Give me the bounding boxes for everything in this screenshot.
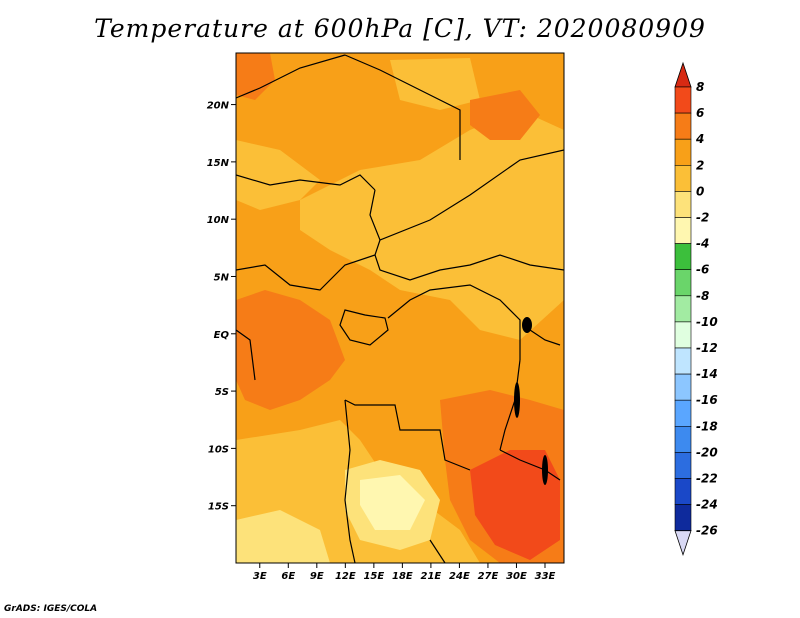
field-southwest-neg2to0 — [236, 510, 330, 563]
field-west-0to2 — [236, 140, 320, 210]
lat-tick-label: 5N — [214, 272, 230, 283]
colorbar-swatch — [674, 425, 692, 453]
colorbar-swatch — [674, 112, 692, 140]
colorbar-swatch — [674, 452, 692, 479]
lat-tick-label: 20N — [207, 101, 230, 112]
colorbar-swatch — [674, 269, 692, 297]
lon-tick-label: 24E — [449, 571, 470, 582]
colorbar-swatch — [674, 86, 692, 114]
border-rift-west — [499, 359, 521, 451]
lon-tick-label: 27E — [478, 571, 499, 582]
lon-tick-label: 12E — [335, 571, 356, 582]
lon-tick-label: 15E — [363, 571, 384, 582]
longitude-axis: 3E 6E 9E 12E 15E 18E 21E 24E 27E 30E 33E — [253, 563, 556, 582]
colorbar-swatch — [674, 373, 692, 401]
lake-victoria — [522, 317, 532, 333]
colorbar-label: -2 — [696, 211, 709, 225]
colorbar-swatch — [674, 295, 692, 323]
grads-credit: GrADS: IGES/COLA — [4, 604, 98, 614]
border-niger-nigeria — [236, 174, 376, 191]
lon-tick-label: 30E — [506, 571, 527, 582]
border-zambia-south — [429, 539, 446, 563]
lon-tick-label: 21E — [421, 571, 442, 582]
colorbar-label: -22 — [696, 472, 718, 486]
latitude-axis: 20N 15N 10N 5N EQ 5S 10S 15S — [207, 101, 236, 513]
field-nw-4to6 — [236, 53, 275, 100]
colorbar-swatch — [674, 347, 692, 375]
border-chad-sudan — [369, 149, 564, 241]
colorbar-bottom-arrow — [674, 530, 692, 556]
border-libya-egypt — [344, 54, 461, 160]
colorbar-swatch — [674, 165, 692, 192]
colorbar-swatch — [674, 217, 692, 244]
colorbar-label: -12 — [696, 341, 718, 355]
border-zambia-malawi — [499, 449, 561, 481]
colorbar-label: 4 — [695, 132, 704, 146]
border-coast-west — [236, 329, 256, 381]
lake-malawi — [542, 455, 548, 485]
colorbar-label: -16 — [696, 393, 718, 407]
colorbar-label: -26 — [696, 524, 718, 538]
colorbar-label: -10 — [696, 315, 718, 329]
colorbar-swatch — [674, 243, 692, 271]
map-frame — [235, 52, 565, 564]
lon-tick-label: 9E — [310, 571, 324, 582]
colorbar-swatch — [674, 478, 692, 505]
country-borders — [236, 54, 564, 563]
lon-tick-label: 3E — [253, 571, 267, 582]
colorbar-label: 6 — [696, 106, 704, 120]
field-gabon-4to6 — [236, 290, 345, 410]
lat-tick-label: 15S — [208, 502, 229, 513]
border-equatorial-guinea-gabon — [339, 309, 389, 346]
colorbar-swatch — [674, 321, 692, 349]
lat-tick-label: EQ — [214, 330, 230, 341]
colorbar-label: -4 — [696, 237, 709, 251]
colorbar-top-arrow — [674, 61, 692, 88]
border-north-africa — [236, 54, 346, 99]
lat-tick-label: 10N — [207, 215, 230, 226]
colorbar-swatch — [674, 138, 692, 166]
map-title: Temperature at 600hPa [C], VT: 202008090… — [94, 14, 706, 43]
field-southeast-6to8 — [470, 450, 560, 560]
lon-tick-label: 18E — [392, 571, 413, 582]
colorbar-swatch — [674, 504, 692, 532]
colorbar: 8 6 4 2 0 -2 -4 -6 -8 -10 -12 -14 -16 -18 -20 -22 -24 -26 — [674, 61, 718, 556]
colorbar-label: -8 — [696, 289, 709, 303]
colorbar-swatch — [674, 191, 692, 218]
border-drc-north — [387, 284, 521, 360]
colorbar-label: -6 — [696, 263, 709, 277]
field-north-0to2 — [390, 58, 480, 110]
colorbar-label: -24 — [696, 498, 718, 512]
lat-tick-label: 15N — [207, 158, 230, 169]
lat-tick-label: 5S — [215, 387, 229, 398]
border-angola-drc — [344, 399, 471, 471]
border-angola-namibia — [344, 399, 356, 563]
lon-tick-label: 6E — [281, 571, 295, 582]
field-south-neg4toneg2 — [360, 475, 425, 530]
field-sudan-4to6 — [470, 90, 540, 140]
lakes — [514, 317, 548, 485]
colorbar-label: -14 — [696, 367, 718, 381]
lon-tick-label: 33E — [535, 571, 556, 582]
colorbar-label: -20 — [696, 445, 718, 459]
colorbar-label: 2 — [696, 158, 704, 172]
border-car-drc — [374, 254, 564, 281]
colorbar-label: 8 — [696, 80, 704, 94]
field-central-0to2 — [300, 110, 564, 340]
colorbar-swatch — [674, 399, 692, 427]
colorbar-label: -18 — [696, 419, 718, 433]
lake-tanganyika — [514, 382, 520, 418]
lat-tick-label: 10S — [208, 444, 229, 455]
colorbar-label: 0 — [696, 184, 704, 198]
border-uganda-kenya — [529, 329, 561, 346]
